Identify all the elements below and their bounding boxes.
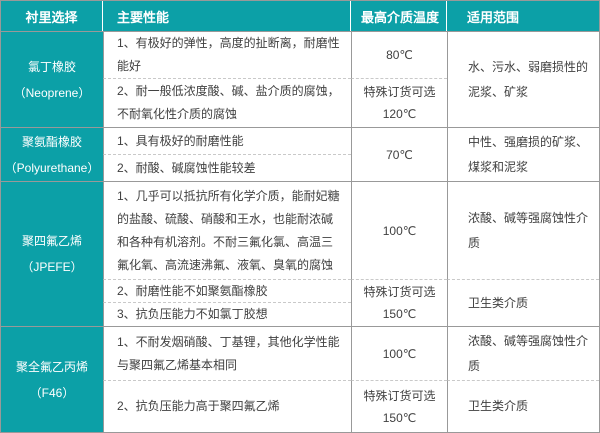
temperature-value: 150℃ [382,410,417,425]
material-name-cn: 聚氨酯橡胶 [21,134,82,149]
material-name-cn: 氯丁橡胶 [27,59,76,74]
performance-cell: 3、抗负压能力不如氯丁胶想 [103,302,351,326]
performance-cell: 1、具有极好的耐磨性能 [103,128,351,154]
material-name-en: （JPEFE） [21,260,83,274]
material-name-cn: 聚四氟乙烯 [21,234,82,248]
table-header-row: 衬里选择 主要性能 最高介质温度 适用范围 [1,1,599,31]
temperature-cell: 70℃ [351,128,447,181]
material-name-cell: 聚全氟乙丙烯 （F46） [1,327,103,432]
range-cell: 浓酸、碱等强腐蚀性介质 [447,182,599,279]
performance-text: 1、有极好的弹性，高度的扯断离，耐磨性能好 [117,36,340,73]
range-cell: 浓酸、碱等强腐蚀性介质 [447,327,599,380]
material-name-en: （F46） [29,385,75,400]
range-text: 卫生类介质 [468,399,529,413]
material-name-cell: 聚四氟乙烯 （JPEFE） [1,182,103,326]
performance-cell: 1、有极好的弹性，高度的扯断离，耐磨性能好 [103,32,351,78]
range-text: 水、污水、弱磨损性的泥浆、矿浆 [468,59,589,99]
temperature-value: 100℃ [382,223,417,238]
range-text: 卫生类介质 [468,295,529,310]
performance-text: 3、抗负压能力不如氯丁胶想 [117,307,268,321]
temperature-value: 70℃ [386,147,413,162]
temperature-note: 特殊订货可选 [363,388,436,403]
temperature-cell: 100℃ [351,327,447,380]
temperature-cell: 特殊订货可选 150℃ [351,279,447,326]
performance-cell: 2、耐酸、碱腐蚀性能较差 [103,154,351,181]
temperature-note: 特殊订货可选 [363,285,436,299]
material-name-cell: 氯丁橡胶 （Neoprene） [1,32,103,127]
material-name-cell: 聚氨酯橡胶 （Polyurethane） [1,128,103,181]
performance-text: 2、耐一般低浓度酸、碱、盐介质的腐蚀，不耐氧化性介质的腐蚀 [117,84,340,121]
temperature-cell: 100℃ [351,182,447,279]
temperature-cell: 特殊订货可选 120℃ [351,78,447,127]
col-header-lining: 衬里选择 [1,1,103,31]
range-text: 浓酸、碱等强腐蚀性介质 [468,210,589,250]
table-row-polyurethane: 聚氨酯橡胶 （Polyurethane） 1、具有极好的耐磨性能 2、耐酸、碱腐… [1,127,599,181]
range-cell: 卫生类介质 [447,380,599,432]
temperature-note: 特殊订货可选 [363,85,436,99]
table-row-f46: 聚全氟乙丙烯 （F46） 1、不耐发烟硝酸、丁基锂，其他化学性能与聚四氟乙烯基本… [1,326,599,432]
temperature-value: 120℃ [382,107,417,121]
range-cell: 卫生类介质 [447,279,599,326]
col-header-range: 适用范围 [467,9,520,25]
temperature-value: 100℃ [382,346,417,361]
range-text: 中性、强磨损的矿浆、煤浆和泥浆 [468,134,589,174]
material-name-en: （Polyurethane） [4,160,100,175]
performance-text: 2、抗负压能力高于聚四氟乙烯 [117,399,280,413]
temperature-value: 80℃ [386,48,413,62]
performance-cell: 2、耐一般低浓度酸、碱、盐介质的腐蚀，不耐氧化性介质的腐蚀 [103,78,351,127]
material-name-en: （Neoprene） [13,85,91,100]
table-row-ptfe: 聚四氟乙烯 （JPEFE） 1、几乎可以抵抗所有化学介质，能耐妃糖的盐酸、硫酸、… [1,181,599,326]
temperature-value: 150℃ [382,307,417,321]
performance-text: 2、耐酸、碱腐蚀性能较差 [117,160,256,175]
col-header-performance: 主要性能 [103,1,351,31]
table-row-neoprene: 氯丁橡胶 （Neoprene） 1、有极好的弹性，高度的扯断离，耐磨性能好 2、… [1,31,599,127]
performance-text: 1、几乎可以抵抗所有化学介质，能耐妃糖的盐酸、硫酸、硝酸和王水，也能耐浓碱和各种… [117,188,340,272]
range-cell: 水、污水、弱磨损性的泥浆、矿浆 [447,32,599,127]
performance-cell: 1、几乎可以抵抗所有化学介质，能耐妃糖的盐酸、硫酸、硝酸和王水，也能耐浓碱和各种… [103,182,351,279]
range-cell: 中性、强磨损的矿浆、煤浆和泥浆 [447,128,599,181]
material-name-cn: 聚全氟乙丙烯 [15,359,88,374]
performance-text: 1、具有极好的耐磨性能 [117,133,244,148]
performance-cell: 2、耐磨性能不如聚氨酯橡胶 [103,279,351,302]
performance-text: 2、耐磨性能不如聚氨酯橡胶 [117,283,268,298]
range-text: 浓酸、碱等强腐蚀性介质 [468,333,589,373]
col-header-temperature: 最高介质温度 [351,1,447,31]
performance-cell: 1、不耐发烟硝酸、丁基锂，其他化学性能与聚四氟乙烯基本相同 [103,327,351,380]
temperature-cell: 80℃ [351,32,447,78]
performance-text: 1、不耐发烟硝酸、丁基锂，其他化学性能与聚四氟乙烯基本相同 [117,334,340,372]
temperature-cell: 特殊订货可选 150℃ [351,380,447,432]
performance-cell: 2、抗负压能力高于聚四氟乙烯 [103,380,351,432]
